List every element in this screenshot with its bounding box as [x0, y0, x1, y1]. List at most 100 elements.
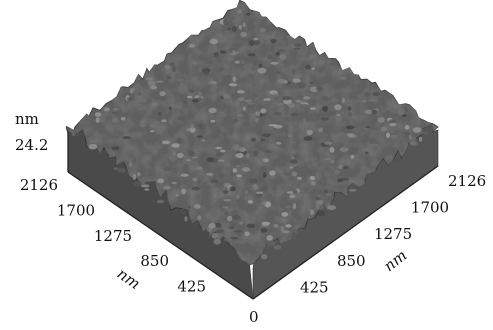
surface-grain: [341, 106, 347, 110]
surface-grain: [130, 87, 136, 92]
right-axis-ticks: 2126 1700 1275 850 425: [300, 172, 486, 296]
surface-grain: [422, 131, 428, 135]
surface-grain: [191, 163, 200, 167]
surface-grain: [189, 88, 195, 94]
surface-grain: [217, 54, 222, 60]
surface-grain: [181, 209, 190, 213]
surface-grain: [113, 167, 119, 170]
surface-grain: [361, 100, 367, 103]
surface-grain: [246, 223, 256, 228]
surface-grain: [291, 171, 298, 177]
surface-grain: [103, 107, 110, 112]
surface-grain: [268, 124, 278, 127]
surface-grain: [223, 190, 229, 194]
surface-grain: [249, 12, 255, 17]
surface-grain: [270, 46, 275, 50]
surface-grain: [117, 167, 126, 173]
surface-grain: [328, 165, 336, 168]
surface-grain: [364, 109, 374, 115]
surface-grain: [303, 96, 310, 100]
surface-grain: [372, 92, 381, 97]
surface-grain: [293, 154, 298, 158]
left-axis-ticks: 2126 1700 1275 850 425: [20, 176, 206, 296]
surface-grain: [211, 233, 219, 239]
surface-grain: [223, 237, 233, 242]
surface-grain: [303, 136, 313, 141]
surface-grain: [282, 96, 291, 101]
surface-grain: [364, 91, 371, 97]
surface-grain: [255, 111, 261, 117]
surface-grain: [265, 201, 270, 208]
surface-grain: [266, 240, 276, 246]
surface-grain: [315, 199, 324, 205]
surface-grain: [297, 176, 302, 180]
surface-grain: [358, 128, 366, 133]
surface-grain: [305, 64, 312, 70]
surface-grain: [238, 25, 243, 30]
surface-grain: [232, 49, 236, 55]
surface-grain: [186, 95, 193, 99]
surface-grain: [175, 193, 179, 197]
origin-label: 0: [249, 308, 259, 326]
surface-grain: [226, 215, 233, 222]
surface-grain: [111, 146, 120, 151]
surface-grain: [218, 30, 223, 34]
surface-grain: [171, 143, 180, 148]
surface-grain: [137, 92, 142, 96]
surface-grain: [234, 60, 240, 64]
surface-grain: [203, 70, 210, 76]
surface-grain: [347, 112, 352, 117]
surface-grain: [215, 229, 225, 234]
surface-grain: [244, 99, 253, 103]
surface-grain: [200, 120, 204, 126]
surface-grain: [273, 245, 282, 250]
surface-grain: [184, 216, 188, 222]
surface-grain: [381, 126, 387, 132]
surface-grain: [167, 115, 171, 119]
surface-grain: [140, 184, 150, 188]
surface-grain: [224, 60, 229, 64]
surface-grain: [211, 112, 218, 116]
surface-grain: [252, 39, 261, 46]
surface-grain: [163, 185, 172, 190]
surface-grain: [233, 146, 243, 151]
surface-grain: [189, 127, 196, 133]
surface-grain: [247, 200, 254, 204]
surface-grain: [260, 108, 267, 114]
surface-grain: [139, 120, 148, 123]
surface-grain: [242, 22, 246, 28]
surface-grain: [309, 107, 316, 110]
surface-grain: [279, 54, 287, 61]
surface-grain: [222, 93, 231, 100]
surface-grain: [176, 137, 181, 143]
surface-grain: [247, 53, 256, 57]
surface-grain: [309, 175, 316, 181]
surface-grain: [285, 205, 292, 209]
surface-grain: [256, 191, 264, 194]
surface-grain: [358, 157, 365, 162]
surface-grain: [272, 93, 280, 97]
surface-grain: [251, 148, 258, 152]
surface-grain: [168, 106, 172, 111]
surface-grain: [275, 71, 281, 75]
surface-grain: [236, 101, 240, 106]
surface-grain: [277, 48, 286, 54]
surface-grain: [341, 97, 346, 104]
surface-grain: [389, 122, 397, 127]
surface-grain: [180, 173, 189, 177]
surface-grain: [219, 50, 227, 54]
surface-grain: [229, 186, 236, 192]
surface-grain: [404, 125, 410, 130]
surface-grain: [270, 38, 277, 44]
surface-grain: [309, 81, 314, 85]
surface-grain: [127, 97, 134, 101]
surface-grain: [149, 130, 155, 133]
surface-grain: [149, 123, 156, 129]
surface-grain: [286, 35, 292, 39]
surface-grain: [260, 138, 266, 142]
surface-grain: [327, 205, 336, 211]
left-axis-tick-label: 850: [140, 252, 169, 270]
surface-grain: [220, 70, 230, 76]
surface-grain: [293, 47, 301, 50]
surface-grain: [217, 159, 225, 162]
